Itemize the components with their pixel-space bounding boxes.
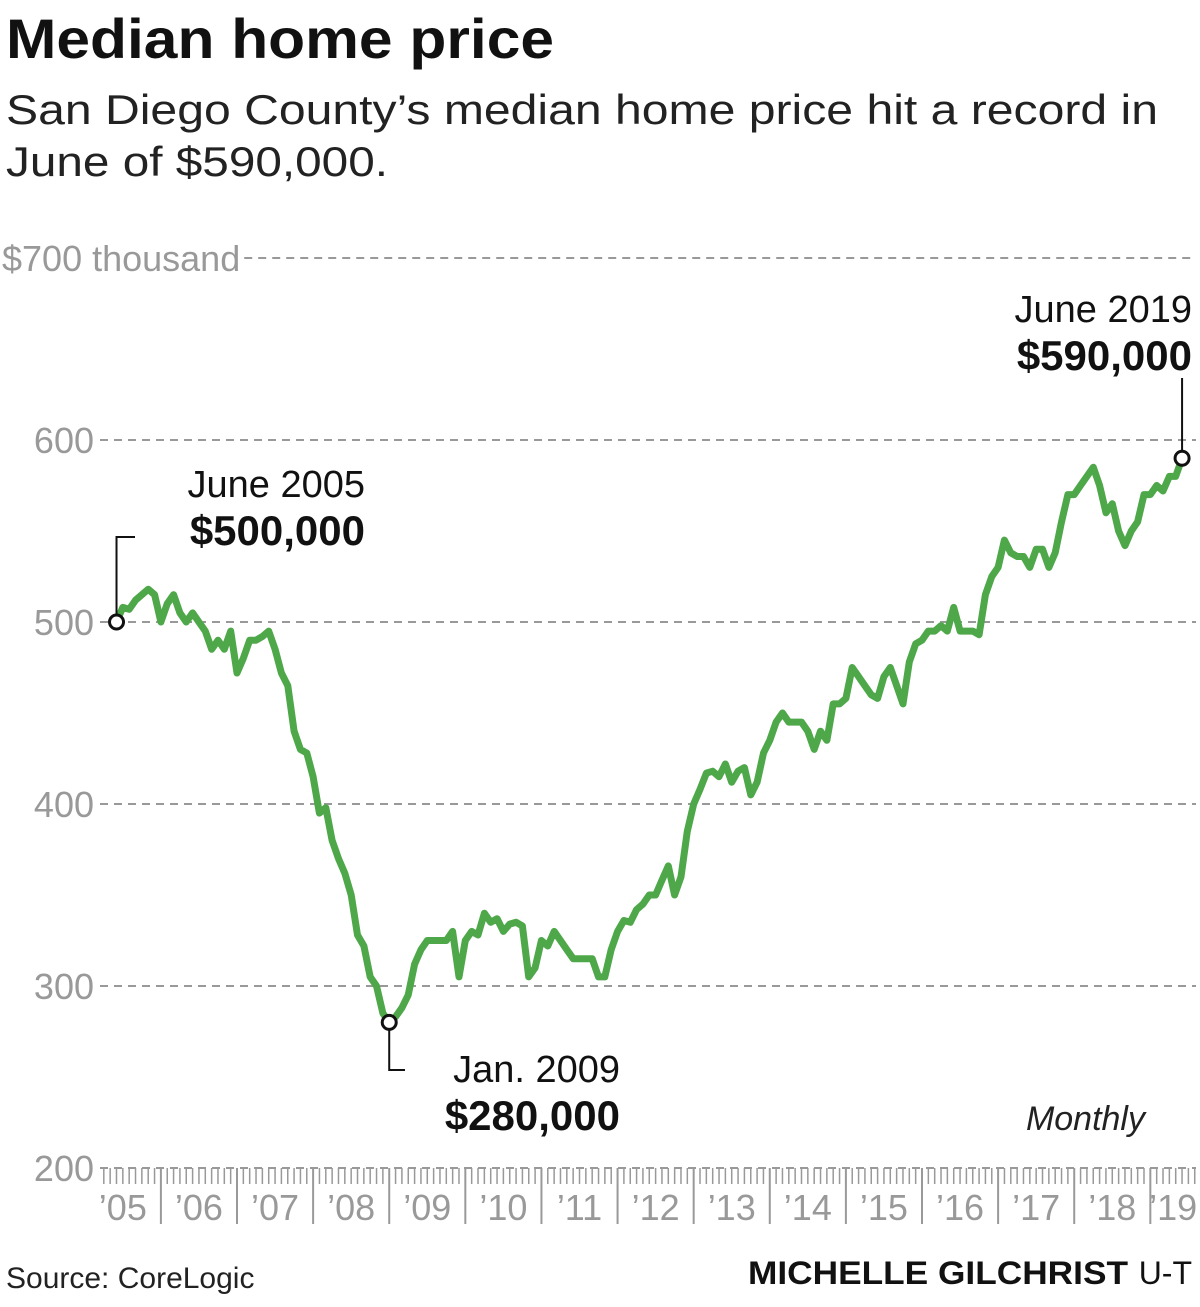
x-tick-label: ’15 [860,1187,908,1228]
annotation-leader [388,1022,405,1071]
annotation-text: Jan. 2009 [453,1049,620,1091]
x-tick-label: ’08 [327,1187,375,1228]
chart-subtitle: San Diego County’s median home price hit… [6,86,1158,133]
line [113,457,1186,1026]
annotation-label: $590,000 [1017,332,1192,379]
y-tick-label: 300 [34,966,94,1007]
x-tick-label: ’14 [784,1187,832,1228]
x-tick-label: ’09 [403,1187,451,1228]
y-tick-label: 400 [34,784,94,825]
y-tick-label: 200 [34,1148,94,1189]
x-tick-label: ’11 [557,1187,602,1228]
annotation-point [1173,449,1191,467]
y-tick-label: 500 [34,602,94,643]
credit-org: U-T [1139,1255,1192,1291]
annotation-text: June 2019 [1015,289,1193,331]
annotation-point [108,613,126,631]
x-tick-label: ’06 [175,1187,223,1228]
chart-title: Median home price [6,7,554,70]
annotation-leader [115,536,135,622]
source: Source: CoreLogic [6,1262,254,1295]
x-tick-label: ’13 [708,1187,756,1228]
annotation-point [380,1013,398,1031]
x-tick-label: ’19 [1149,1187,1197,1228]
annotation-label: $280,000 [445,1092,620,1139]
x-tick-label: ’12 [632,1187,680,1228]
annotation-text: June 2005 [188,464,366,506]
x-tick-label: ’07 [251,1187,299,1228]
annotation-label: $500,000 [190,507,365,554]
y-tick-label: $700 thousand [2,238,240,279]
chart-subtitle: June of $590,000. [6,138,388,185]
note: Monthly [1026,1100,1147,1138]
y-tick-label: 600 [34,420,94,461]
x-tick-label: ’16 [936,1187,984,1228]
x-tick-label: ’18 [1088,1187,1136,1228]
x-tick-label: ’05 [99,1187,147,1228]
x-tick-label: ’10 [479,1187,527,1228]
x-tick-label: ’17 [1012,1187,1060,1228]
credit: MICHELLE GILCHRIST [748,1255,1128,1291]
